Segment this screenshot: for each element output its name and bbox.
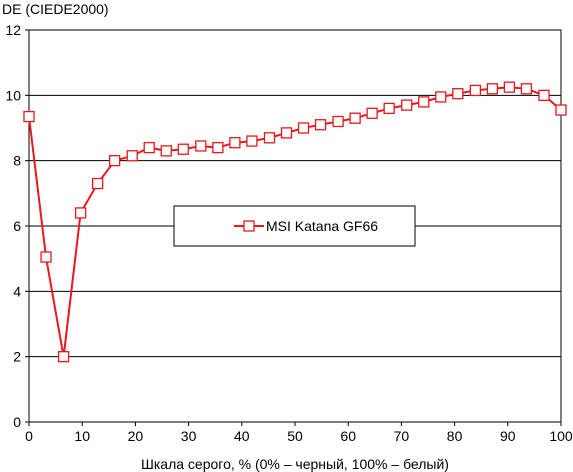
x-tick-label: 30	[181, 428, 197, 444]
y-tick-label: 4	[13, 283, 21, 299]
data-point	[143, 141, 155, 154]
x-axis-label: Шкала серого, % (0% – черный, 100% – бел…	[141, 456, 449, 472]
y-tick-label: 12	[5, 22, 21, 38]
y-axis-label: DE (CIEDE2000)	[2, 1, 109, 17]
x-tick-label: 50	[287, 428, 303, 444]
data-point	[366, 107, 378, 119]
data-point	[520, 83, 533, 95]
data-point	[126, 150, 138, 162]
legend: MSI Katana GF66	[173, 205, 416, 247]
data-point	[74, 207, 87, 219]
data-point	[263, 132, 276, 144]
data-point	[109, 155, 121, 167]
data-point	[452, 88, 464, 100]
legend-label: MSI Katana GF66	[266, 218, 378, 234]
data-point	[57, 351, 70, 363]
data-point	[246, 135, 258, 147]
x-tick-label: 0	[25, 428, 33, 444]
data-point	[349, 112, 361, 124]
data-point	[212, 141, 224, 154]
series	[23, 81, 567, 363]
x-tick-label: 60	[340, 428, 356, 444]
x-tick-label: 10	[74, 428, 90, 444]
y-tick-label: 10	[5, 87, 21, 103]
y-tick-label: 0	[13, 414, 21, 430]
data-point	[91, 177, 104, 190]
x-tick-label: 70	[394, 428, 410, 444]
data-point	[195, 140, 207, 152]
data-point	[229, 137, 241, 149]
data-point	[503, 81, 516, 93]
data-point	[160, 145, 172, 157]
y-tick-label: 6	[13, 218, 21, 234]
data-point	[418, 96, 430, 108]
data-point	[401, 99, 413, 111]
data-point	[280, 127, 293, 139]
legend-box	[173, 205, 416, 247]
x-tick-label: 20	[128, 428, 144, 444]
data-point	[469, 84, 481, 97]
legend-marker	[243, 220, 255, 232]
data-point	[435, 91, 447, 103]
data-point	[177, 143, 189, 155]
x-tick-label: 80	[447, 428, 463, 444]
data-point	[314, 119, 327, 131]
data-point	[332, 115, 344, 128]
data-point	[40, 251, 52, 263]
data-point	[297, 122, 310, 134]
data-point	[383, 102, 395, 115]
x-tick-label: 90	[500, 428, 516, 444]
y-tick-label: 8	[13, 153, 21, 169]
data-point	[538, 89, 550, 101]
ticks: 0 2 4 6 8 10 12 0 10 20 30 40 50 60 70 80 90 100	[5, 22, 572, 444]
data-point	[555, 104, 567, 116]
y-tick-label: 2	[13, 349, 21, 365]
data-point	[23, 110, 35, 123]
x-tick-label: 40	[234, 428, 250, 444]
grid	[29, 29, 561, 358]
x-tick-label: 100	[549, 428, 573, 444]
data-point	[486, 83, 499, 95]
